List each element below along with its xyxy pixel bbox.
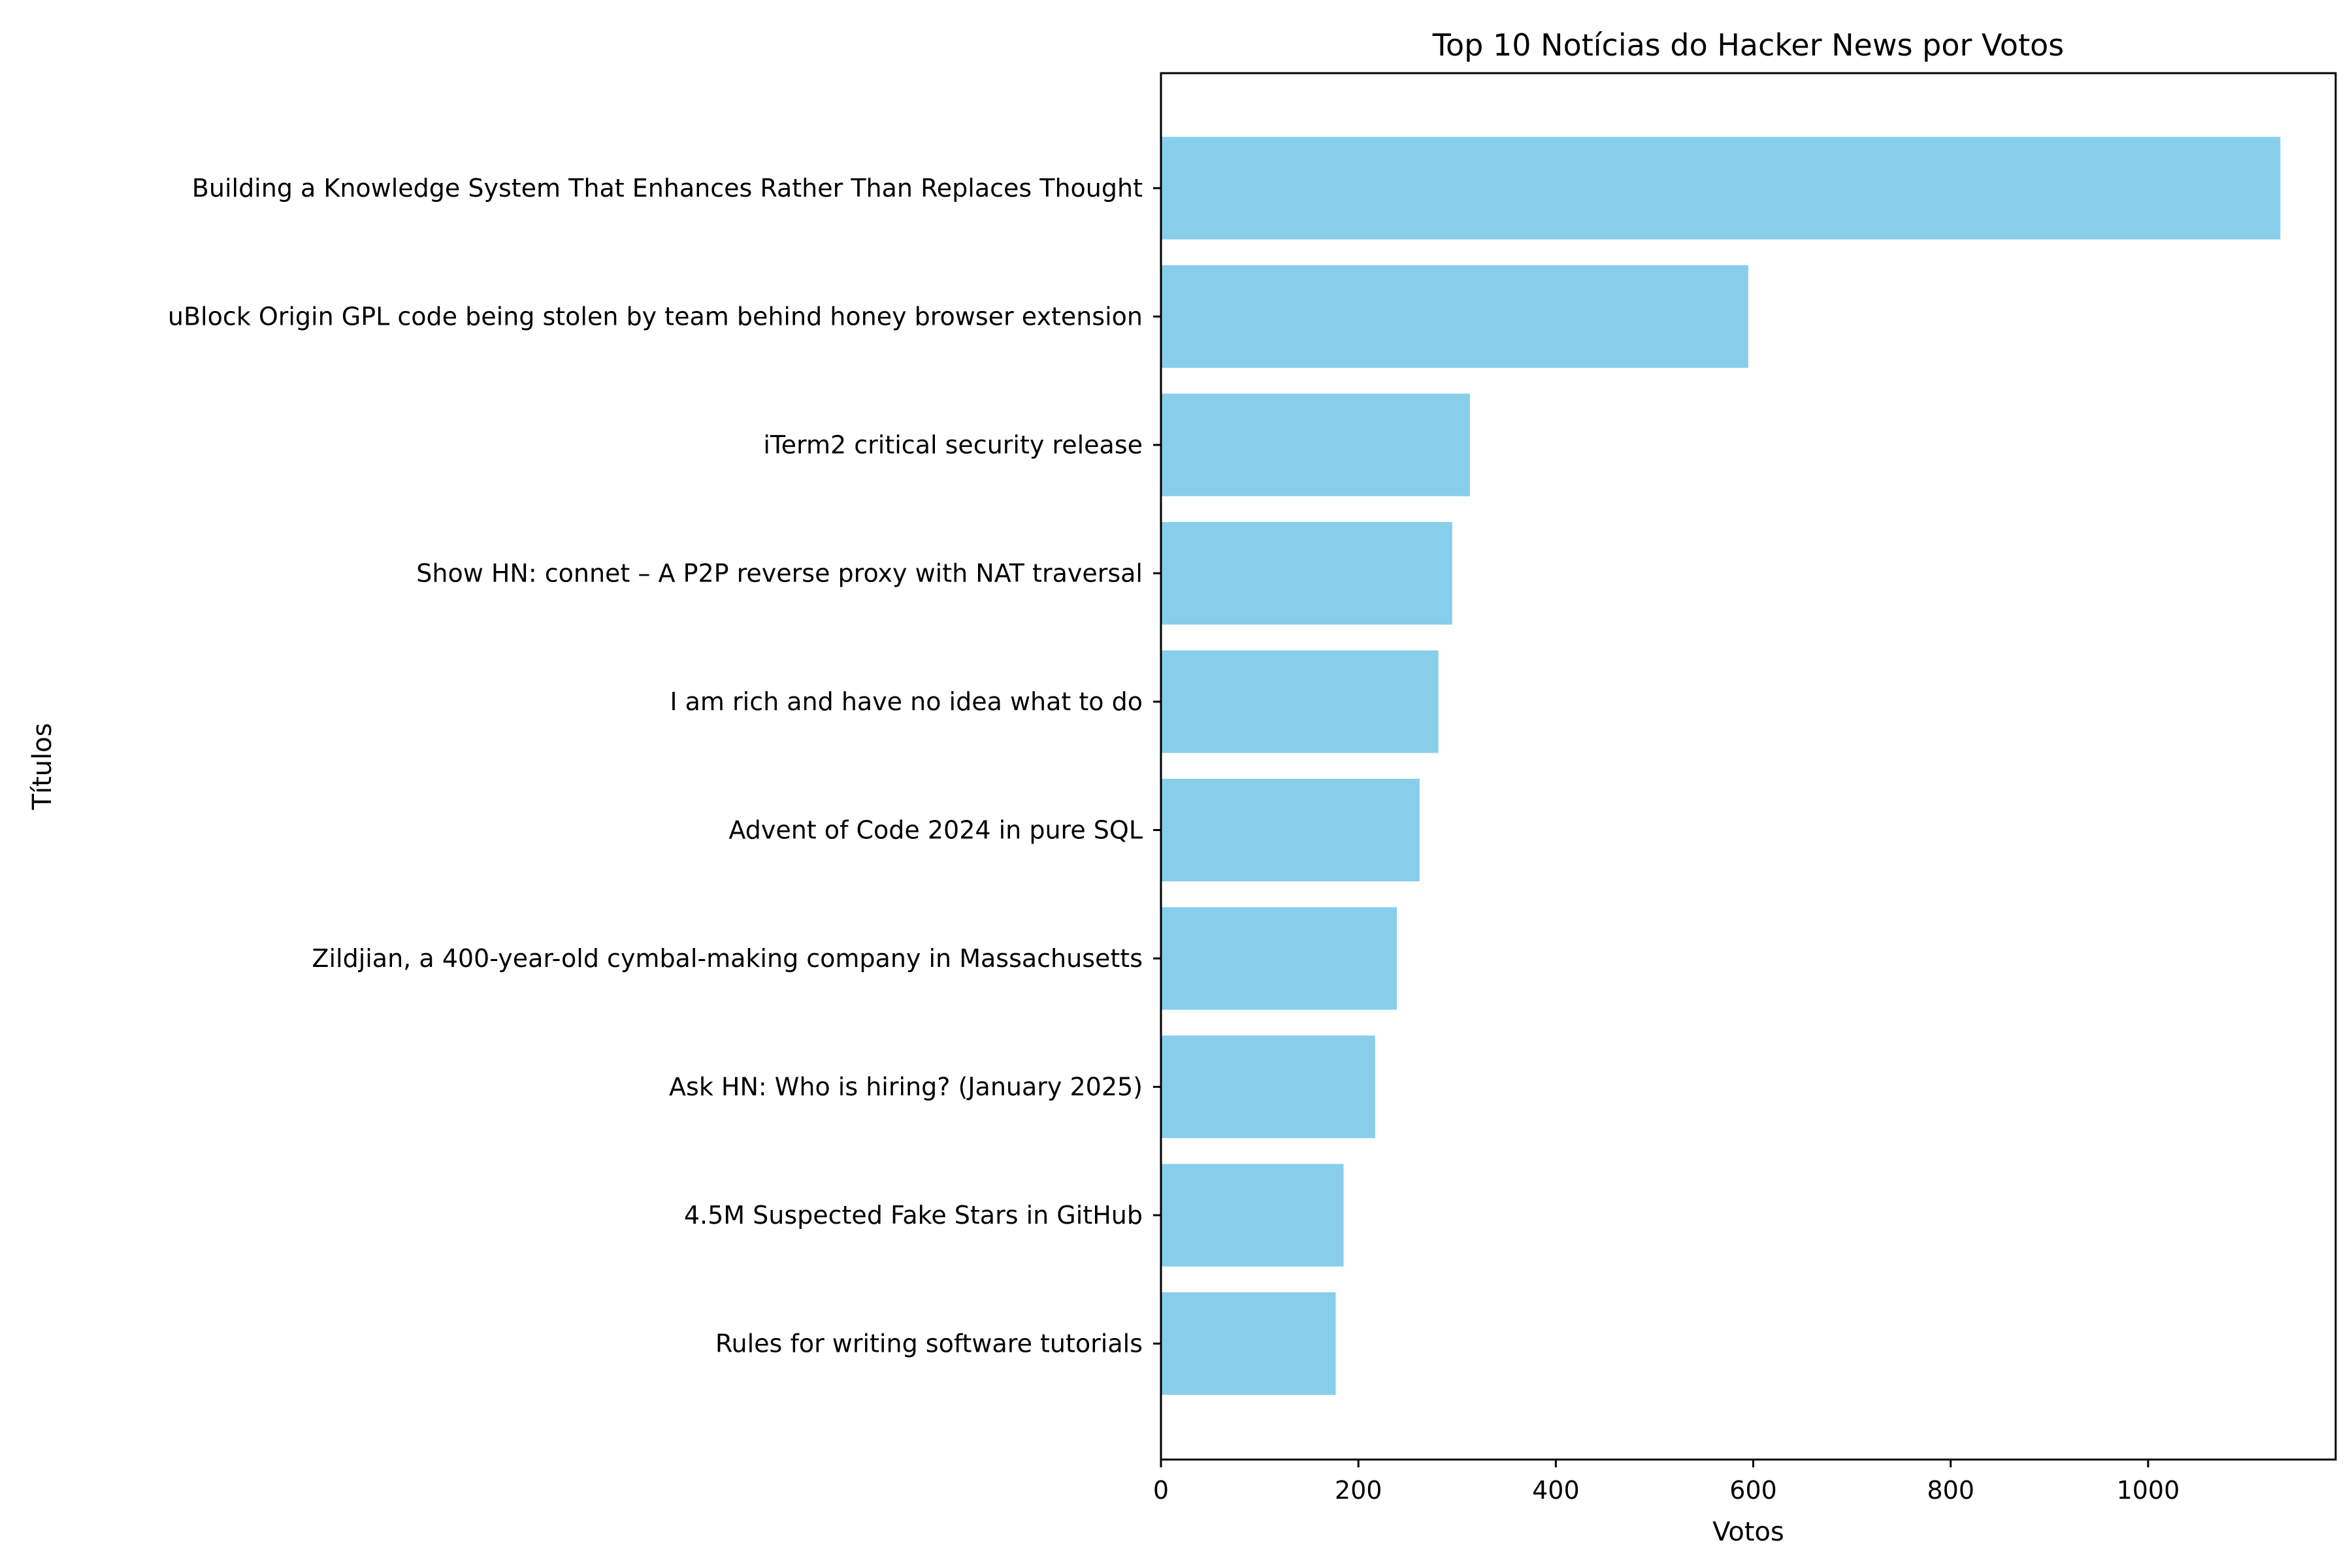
y-tick-label: uBlock Origin GPL code being stolen by t… — [168, 302, 1143, 331]
y-tick-label: 4.5M Suspected Fake Stars in GitHub — [684, 1201, 1143, 1230]
chart-title: Top 10 Notícias do Hacker News por Votos — [1432, 27, 2064, 63]
y-tick-label: Zildjian, a 400-year-old cymbal-making c… — [312, 944, 1143, 973]
bar — [1161, 907, 1397, 1010]
y-tick-labels: Building a Knowledge System That Enhance… — [168, 174, 1161, 1358]
y-tick-label: Rules for writing software tutorials — [715, 1330, 1143, 1358]
y-tick-label: Show HN: connet – A P2P reverse proxy wi… — [416, 559, 1143, 588]
x-tick-label: 400 — [1532, 1476, 1580, 1505]
x-tick-label: 1000 — [2117, 1476, 2180, 1505]
bar — [1161, 1036, 1375, 1138]
x-tick-label: 600 — [1729, 1476, 1777, 1505]
y-tick-label: Advent of Code 2024 in pure SQL — [728, 816, 1143, 845]
y-tick-label: iTerm2 critical security release — [763, 431, 1143, 459]
bar — [1161, 1164, 1344, 1267]
y-axis-label: Títulos — [27, 723, 57, 810]
x-tick-label: 800 — [1927, 1476, 1974, 1505]
x-axis-label: Votos — [1712, 1517, 1784, 1547]
bar — [1161, 393, 1470, 497]
bar — [1161, 265, 1748, 368]
plot-frame — [1160, 72, 2337, 1461]
y-tick-label: Building a Knowledge System That Enhance… — [192, 174, 1143, 203]
x-tick-label: 200 — [1335, 1476, 1382, 1505]
bar — [1161, 1292, 1336, 1395]
x-ticks: 0 200 400 600 800 1000 — [1153, 1460, 2180, 1505]
y-tick-label: I am rich and have no idea what to do — [670, 687, 1143, 716]
bar — [1161, 522, 1452, 625]
bar — [1161, 137, 2281, 240]
bar — [1161, 650, 1439, 753]
bar — [1161, 779, 1420, 881]
x-tick-label: 0 — [1153, 1476, 1169, 1505]
y-tick-label: Ask HN: Who is hiring? (January 2025) — [669, 1073, 1143, 1102]
bars-group — [1161, 137, 2281, 1395]
